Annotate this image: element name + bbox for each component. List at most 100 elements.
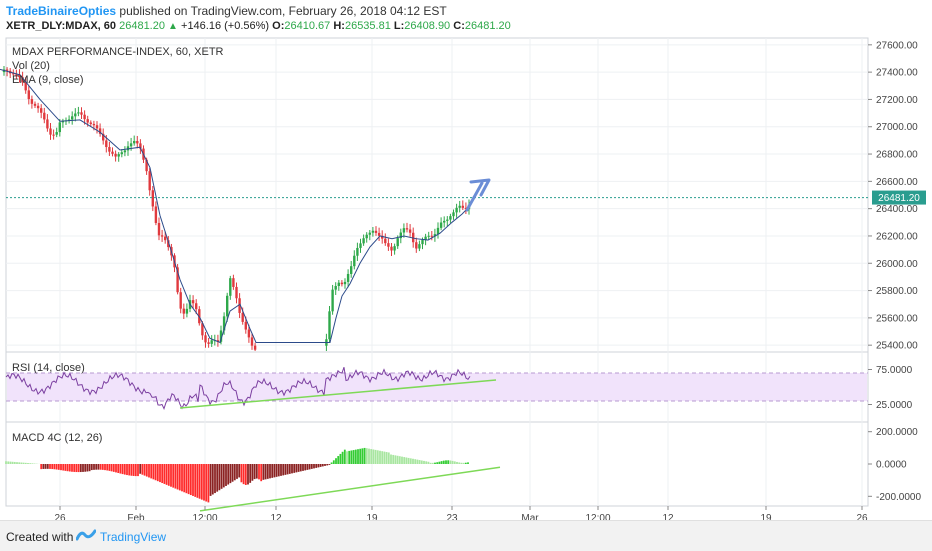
macd-bar bbox=[298, 464, 300, 472]
last-price-badge-text: 26481.20 bbox=[878, 193, 920, 204]
price-tick-label: 25400.00 bbox=[876, 341, 918, 352]
macd-bar bbox=[148, 464, 150, 477]
footer-bar: Created with TradingView bbox=[0, 520, 932, 551]
macd-bar bbox=[128, 464, 130, 475]
macd-bar bbox=[432, 463, 434, 464]
macd-bar bbox=[280, 464, 282, 476]
macd-bar bbox=[82, 464, 84, 472]
candle-body bbox=[195, 303, 197, 309]
candle-body bbox=[52, 135, 54, 136]
macd-bar bbox=[263, 464, 265, 480]
macd-bar bbox=[243, 464, 245, 484]
macd-bar bbox=[344, 450, 346, 464]
candle-body bbox=[393, 246, 395, 250]
time-tick-label: 12 bbox=[662, 513, 674, 520]
candle-body bbox=[446, 220, 448, 221]
volume-indicator-label[interactable]: Vol (20) bbox=[12, 60, 50, 72]
macd-bar bbox=[177, 464, 179, 489]
macd-tick-label: 0.0000 bbox=[876, 460, 907, 471]
macd-bar bbox=[73, 464, 75, 472]
macd-bar bbox=[392, 455, 394, 464]
macd-bar bbox=[271, 464, 273, 478]
macd-bar bbox=[100, 464, 102, 470]
macd-bar bbox=[340, 454, 342, 464]
candle-body bbox=[186, 309, 188, 314]
price-pane[interactable] bbox=[6, 38, 868, 352]
candle-body bbox=[331, 290, 333, 312]
macd-bar bbox=[324, 464, 326, 466]
candle-body bbox=[121, 152, 123, 154]
candle-body bbox=[161, 235, 163, 236]
price-tick-label: 25800.00 bbox=[876, 286, 918, 297]
candle-body bbox=[338, 283, 340, 286]
macd-tick-label: -200.0000 bbox=[876, 492, 921, 503]
macd-bar bbox=[252, 464, 254, 481]
macd-bar bbox=[91, 464, 93, 470]
macd-pane-title[interactable]: MACD 4C (12, 26) bbox=[12, 432, 102, 444]
macd-bar bbox=[227, 464, 229, 485]
macd-bar bbox=[467, 462, 469, 464]
macd-bar bbox=[12, 462, 14, 464]
macd-bar bbox=[14, 462, 16, 464]
macd-bar bbox=[40, 464, 42, 469]
candle-body bbox=[56, 132, 58, 135]
macd-bar bbox=[373, 449, 375, 464]
candle-body bbox=[80, 112, 82, 114]
candle-body bbox=[114, 154, 116, 157]
candle-body bbox=[46, 119, 48, 128]
macd-bar bbox=[219, 464, 221, 490]
candle-body bbox=[180, 292, 182, 308]
rsi-pane-title[interactable]: RSI (14, close) bbox=[12, 362, 85, 374]
candle-body bbox=[350, 266, 352, 274]
candle-body bbox=[124, 150, 126, 152]
price-tick-label: 26400.00 bbox=[876, 204, 918, 215]
candle-body bbox=[118, 154, 120, 156]
price-tick-label: 27400.00 bbox=[876, 68, 918, 79]
publish-info: TradeBinaireOpties published on TradingV… bbox=[6, 4, 447, 18]
macd-bar bbox=[388, 452, 390, 464]
author-link[interactable]: TradeBinaireOpties bbox=[6, 4, 116, 18]
candle-body bbox=[28, 90, 30, 99]
macd-bar bbox=[133, 464, 135, 476]
tradingview-link[interactable]: TradingView bbox=[100, 530, 166, 544]
candle-body bbox=[43, 113, 45, 120]
macd-bar bbox=[80, 464, 82, 472]
ema-indicator-label[interactable]: EMA (9, close) bbox=[12, 74, 84, 86]
published-text: published on TradingView.com, February 2… bbox=[119, 4, 446, 18]
macd-bar bbox=[414, 459, 416, 464]
candle-body bbox=[149, 171, 151, 190]
time-tick-label: 26 bbox=[54, 513, 66, 520]
macd-bar bbox=[386, 452, 388, 464]
candle-body bbox=[449, 216, 451, 219]
candle-body bbox=[83, 115, 85, 119]
time-tick-label: 19 bbox=[366, 513, 378, 520]
tradingview-logo-icon[interactable] bbox=[76, 528, 96, 542]
macd-bar bbox=[368, 449, 370, 464]
candle-body bbox=[344, 282, 346, 284]
symbol-interval[interactable]: XETR_DLY:MDAX, 60 bbox=[6, 20, 116, 32]
low-value: 26408.90 bbox=[404, 20, 450, 32]
macd-bar bbox=[23, 463, 25, 464]
chart-canvas[interactable]: 27600.0027400.0027200.0027000.0026800.00… bbox=[0, 36, 932, 520]
macd-bar bbox=[199, 464, 201, 499]
macd-bar bbox=[296, 464, 298, 472]
macd-bar bbox=[232, 464, 234, 482]
candle-body bbox=[158, 223, 160, 235]
candle-body bbox=[353, 256, 355, 266]
macd-bar bbox=[267, 464, 269, 479]
macd-bar bbox=[179, 464, 181, 490]
candle-body bbox=[93, 124, 95, 125]
candle-body bbox=[387, 243, 389, 247]
macd-bar bbox=[421, 460, 423, 464]
macd-bar bbox=[278, 464, 280, 476]
macd-bar bbox=[16, 462, 18, 464]
macd-bar bbox=[408, 458, 410, 464]
candle-body bbox=[409, 230, 411, 233]
price-tick-label: 26800.00 bbox=[876, 150, 918, 161]
macd-bar bbox=[256, 464, 258, 479]
candle-body bbox=[366, 235, 368, 239]
macd-bar bbox=[412, 459, 414, 464]
macd-bar bbox=[221, 464, 223, 489]
price-axis[interactable]: 27600.0027400.0027200.0027000.0026800.00… bbox=[868, 40, 921, 502]
